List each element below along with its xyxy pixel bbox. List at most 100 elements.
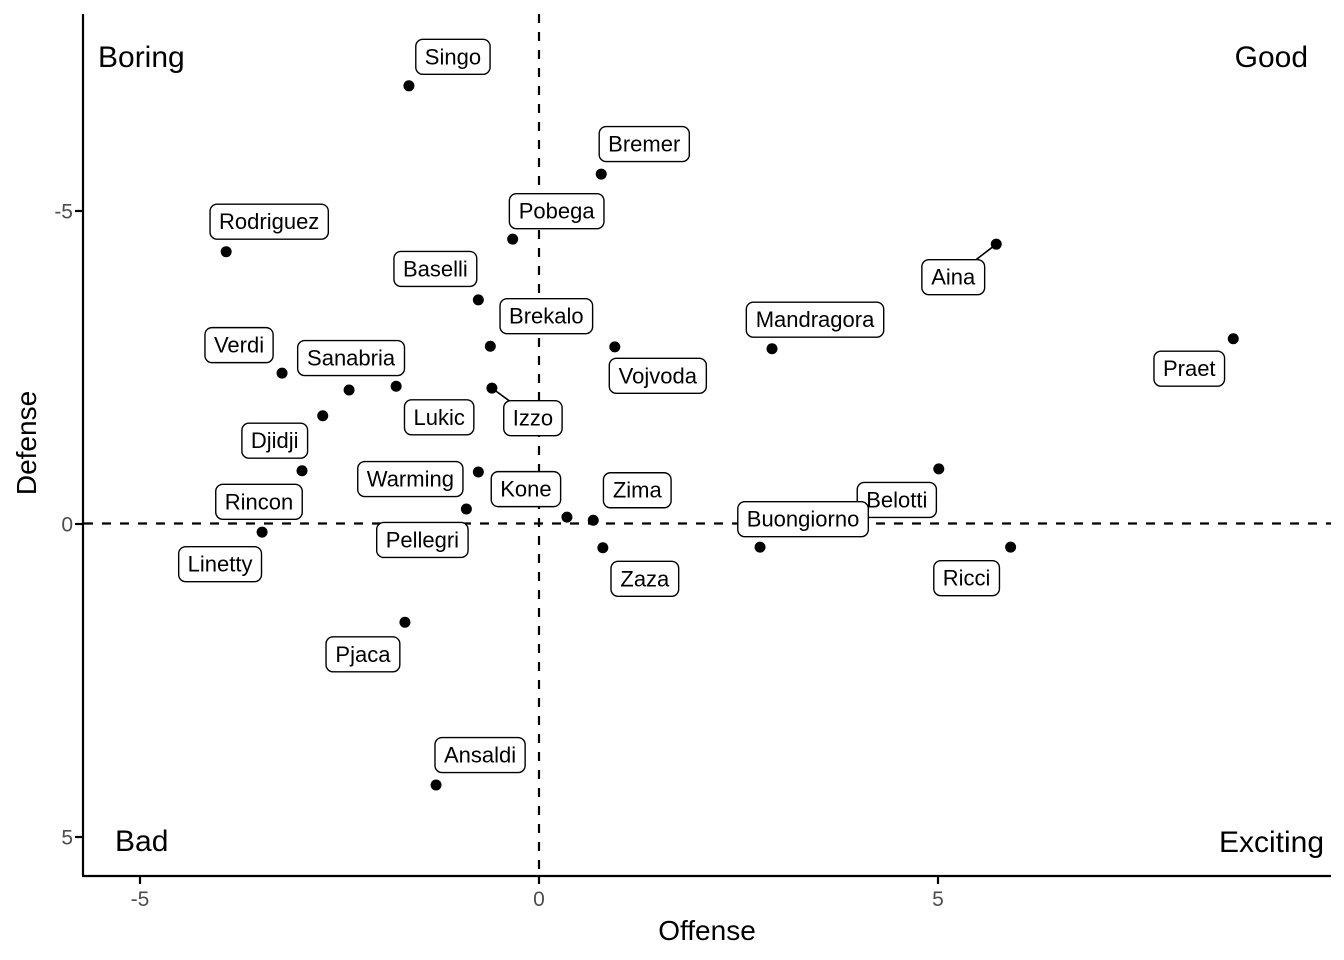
point-label-text: Izzo <box>513 406 553 431</box>
point-label-box <box>856 481 938 519</box>
point-label-text: Rodriguez <box>219 209 319 234</box>
point-label-text: Aina <box>931 265 976 290</box>
point-label-box <box>1153 350 1226 387</box>
point-label: Brekalo <box>499 298 594 335</box>
point-label-box <box>608 357 708 395</box>
point-label-text: Praet <box>1163 356 1216 381</box>
x-tick-label: 0 <box>533 888 545 911</box>
point-label-box <box>490 470 562 508</box>
point-label-text: Rincon <box>225 489 293 514</box>
data-point <box>933 463 945 475</box>
data-point <box>460 503 472 515</box>
y-tick-label: 0 <box>61 514 73 537</box>
point-label: Pobega <box>508 192 605 230</box>
point-label: Sanabria <box>296 339 406 377</box>
data-point <box>1227 333 1239 345</box>
point-label-text: Zima <box>613 478 663 503</box>
point-label-text: Pellegri <box>386 527 459 552</box>
point-label-box <box>215 483 303 520</box>
point-label-box <box>415 38 491 75</box>
point-label: Baselli <box>393 250 478 288</box>
y-axis-title: Defense <box>11 391 42 495</box>
point-label-box <box>745 301 885 338</box>
point-label-text: Buongiorno <box>747 507 860 532</box>
point-label-text: Sanabria <box>307 346 396 371</box>
y-tick-label: 5 <box>61 827 73 850</box>
data-point <box>296 465 308 477</box>
data-point <box>484 340 496 352</box>
point-label-box <box>921 258 986 296</box>
point-label-box <box>296 339 406 377</box>
data-point <box>990 238 1002 250</box>
quadrant-label-good: Good <box>1235 41 1308 74</box>
point-label-text: Belotti <box>866 487 927 512</box>
point-label-text: Baselli <box>403 256 468 281</box>
point-label: Ricci <box>933 559 1001 597</box>
point-label-text: Djidji <box>251 428 299 453</box>
point-label: Warming <box>357 460 464 498</box>
point-label-box <box>325 636 401 673</box>
point-label-box <box>204 326 274 364</box>
point-label: Pellegri <box>375 521 469 559</box>
quadrant-label-bad: Bad <box>115 825 168 858</box>
point-label: Djidji <box>241 422 309 459</box>
point-label-box <box>177 545 263 583</box>
point-label: Verdi <box>204 326 274 364</box>
point-label: Rodriguez <box>209 203 330 240</box>
point-label-box <box>933 559 1001 597</box>
point-label-box <box>503 399 563 437</box>
point-label-text: Kone <box>500 477 551 502</box>
point-label-text: Vojvoda <box>619 363 698 388</box>
point-label-box <box>403 399 475 436</box>
data-point <box>472 466 484 478</box>
point-label-box <box>602 472 672 509</box>
data-point <box>597 542 609 554</box>
point-label-box <box>393 250 478 288</box>
data-point <box>317 410 329 422</box>
point-label-text: Singo <box>425 44 481 69</box>
data-point <box>390 380 402 392</box>
point-label: Izzo <box>503 399 563 437</box>
point-label: Vojvoda <box>608 357 708 395</box>
point-label-box <box>737 500 870 538</box>
data-point <box>399 616 411 628</box>
point-label-text: Linetty <box>188 552 253 577</box>
data-point <box>609 341 621 353</box>
point-label-text: Pjaca <box>335 642 391 667</box>
point-label-text: Ricci <box>943 566 991 591</box>
data-point <box>256 526 268 538</box>
y-tick-label: -5 <box>54 201 73 224</box>
data-point <box>507 233 519 245</box>
data-point <box>403 80 415 92</box>
data-point <box>595 168 607 180</box>
point-label: Praet <box>1153 350 1226 387</box>
point-label-text: Zaza <box>620 566 670 591</box>
point-label-box <box>598 125 691 163</box>
point-label-text: Warming <box>367 467 454 492</box>
point-label: Zima <box>602 472 672 509</box>
data-point <box>472 294 484 306</box>
point-label: Rincon <box>215 483 303 520</box>
point-label-box <box>357 460 464 498</box>
point-label-box <box>241 422 309 459</box>
x-tick-label: 5 <box>932 888 944 911</box>
data-point <box>766 343 778 355</box>
point-label: Lukic <box>403 399 475 436</box>
quadrant-label-exciting: Exciting <box>1219 826 1324 859</box>
point-label-box <box>499 298 594 335</box>
point-label: Ansaldi <box>434 736 526 774</box>
data-point <box>486 382 498 394</box>
x-tick-label: -5 <box>131 888 150 911</box>
point-label-box <box>610 560 680 597</box>
point-label: Buongiorno <box>737 500 870 538</box>
data-point <box>587 514 599 526</box>
data-point <box>220 246 232 258</box>
point-label: Kone <box>490 470 562 508</box>
point-label: Singo <box>415 38 491 75</box>
point-label: Mandragora <box>745 301 885 338</box>
point-label: Pjaca <box>325 636 401 673</box>
data-point <box>343 384 355 396</box>
data-point <box>561 511 573 523</box>
point-label-text: Ansaldi <box>444 743 516 768</box>
